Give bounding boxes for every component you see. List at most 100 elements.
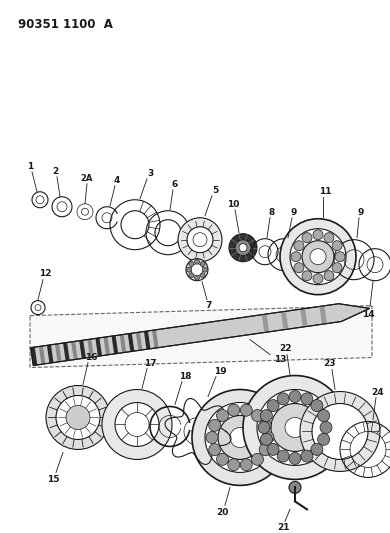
- Circle shape: [243, 376, 347, 479]
- Circle shape: [320, 422, 332, 433]
- Circle shape: [285, 417, 305, 438]
- Circle shape: [312, 403, 368, 459]
- Text: 20: 20: [216, 508, 228, 517]
- Circle shape: [102, 390, 172, 459]
- Text: 90351 1100  A: 90351 1100 A: [18, 18, 113, 31]
- Circle shape: [240, 404, 252, 416]
- Circle shape: [205, 402, 275, 472]
- Polygon shape: [112, 336, 118, 354]
- Circle shape: [290, 229, 346, 285]
- Text: 21: 21: [277, 523, 289, 532]
- Text: 7: 7: [206, 301, 212, 310]
- Circle shape: [289, 391, 301, 402]
- Circle shape: [195, 275, 200, 280]
- Circle shape: [317, 410, 330, 422]
- Polygon shape: [120, 334, 126, 353]
- Polygon shape: [47, 345, 53, 363]
- Circle shape: [209, 419, 221, 431]
- Text: 5: 5: [212, 186, 218, 195]
- Circle shape: [332, 241, 342, 251]
- Polygon shape: [144, 331, 151, 349]
- Text: 4: 4: [114, 176, 120, 185]
- Circle shape: [311, 443, 323, 455]
- Circle shape: [289, 481, 301, 494]
- Text: 19: 19: [214, 367, 226, 376]
- Polygon shape: [55, 344, 62, 362]
- Polygon shape: [262, 315, 269, 332]
- Circle shape: [252, 409, 264, 422]
- Circle shape: [252, 454, 264, 465]
- Circle shape: [262, 432, 274, 443]
- Polygon shape: [152, 330, 159, 348]
- Circle shape: [209, 443, 221, 456]
- Circle shape: [332, 263, 342, 273]
- Circle shape: [294, 241, 304, 251]
- Circle shape: [56, 395, 100, 440]
- Polygon shape: [329, 305, 336, 322]
- Circle shape: [302, 271, 312, 281]
- Text: 16: 16: [85, 353, 97, 362]
- Circle shape: [317, 433, 330, 445]
- Circle shape: [300, 392, 380, 471]
- Circle shape: [229, 233, 257, 262]
- Circle shape: [228, 459, 240, 471]
- Circle shape: [191, 264, 203, 276]
- Circle shape: [202, 267, 207, 272]
- Circle shape: [186, 267, 191, 272]
- Circle shape: [178, 218, 222, 262]
- Text: 17: 17: [144, 359, 156, 368]
- Text: 12: 12: [39, 269, 51, 278]
- Circle shape: [267, 400, 279, 411]
- Circle shape: [311, 400, 323, 411]
- Circle shape: [66, 406, 90, 430]
- Circle shape: [335, 252, 345, 262]
- Text: 18: 18: [179, 372, 191, 381]
- Polygon shape: [291, 311, 298, 327]
- Circle shape: [267, 443, 279, 455]
- Circle shape: [206, 432, 218, 443]
- Text: 9: 9: [358, 208, 364, 217]
- Text: 2A: 2A: [81, 174, 93, 183]
- Text: 15: 15: [47, 475, 59, 484]
- Circle shape: [261, 410, 272, 422]
- Circle shape: [228, 404, 240, 416]
- Circle shape: [239, 244, 247, 252]
- Circle shape: [302, 233, 312, 243]
- Circle shape: [301, 450, 313, 462]
- Circle shape: [189, 262, 194, 266]
- Polygon shape: [87, 339, 94, 358]
- Circle shape: [230, 427, 250, 448]
- Polygon shape: [271, 313, 278, 330]
- Text: 10: 10: [227, 200, 239, 209]
- Circle shape: [280, 219, 356, 295]
- Circle shape: [310, 249, 326, 265]
- Polygon shape: [96, 338, 102, 356]
- Polygon shape: [136, 332, 142, 351]
- Circle shape: [200, 262, 205, 266]
- Polygon shape: [71, 341, 78, 360]
- Polygon shape: [281, 312, 288, 329]
- Text: 11: 11: [319, 187, 331, 196]
- Polygon shape: [79, 340, 86, 359]
- Polygon shape: [39, 346, 45, 365]
- Circle shape: [46, 385, 110, 449]
- Text: 1: 1: [27, 162, 33, 171]
- Polygon shape: [128, 333, 134, 352]
- Polygon shape: [63, 343, 70, 361]
- Circle shape: [192, 390, 288, 486]
- Text: 8: 8: [269, 208, 275, 217]
- Text: 14: 14: [362, 310, 374, 319]
- Polygon shape: [320, 307, 327, 324]
- Text: 2: 2: [52, 167, 58, 176]
- Circle shape: [195, 259, 200, 264]
- Circle shape: [261, 433, 272, 445]
- Text: 22: 22: [279, 344, 291, 353]
- Circle shape: [291, 252, 301, 262]
- Circle shape: [218, 416, 262, 459]
- Polygon shape: [31, 347, 37, 366]
- Polygon shape: [103, 337, 110, 355]
- Circle shape: [294, 263, 304, 273]
- Circle shape: [313, 230, 323, 240]
- Polygon shape: [300, 310, 307, 326]
- Circle shape: [186, 259, 208, 281]
